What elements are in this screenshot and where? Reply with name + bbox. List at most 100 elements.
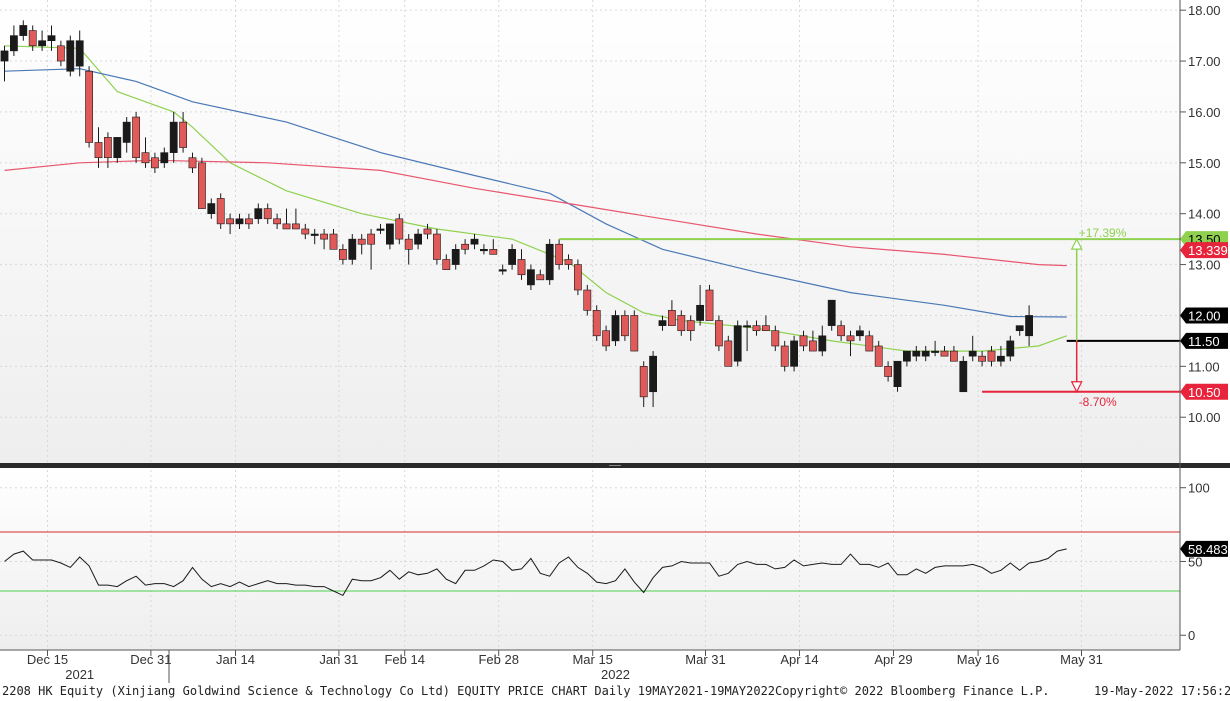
candle-body [987,350,996,362]
price-tick-label: 15.00 [1188,156,1221,171]
price-tick-label: 11.00 [1188,359,1220,374]
candle-body [874,345,883,367]
price-tick-label: 14.00 [1188,207,1221,222]
candle-body [385,223,394,245]
candle-body [555,243,563,265]
price-tag: 11.50 [1188,334,1220,349]
rsi-tag: 58.483 [1188,542,1228,557]
candle-body [291,223,300,230]
candle-body [245,218,253,225]
divider-grip-icon[interactable] [609,465,621,466]
rsi-tick-label: 100 [1188,481,1210,496]
candle-body [198,162,206,209]
candle-body [301,228,310,235]
candle-body [602,330,610,347]
candle-body [790,340,798,367]
candle-body [235,218,244,225]
x-tick-label: Dec 31 [130,652,171,667]
candle-body [75,40,84,67]
year-label: 2021 [65,667,94,682]
price-tag-bg [1180,383,1228,400]
candle-body [545,243,554,281]
candle-body [611,315,620,342]
candle-body [273,218,281,225]
candle-body [968,350,977,357]
candle-body [329,233,338,250]
axes: 10.00 11.00 12.00 13.00 14.00 15.00 16.00 17.00… [27,3,1221,683]
candle-body [865,335,874,352]
up-arrow-icon [1070,237,1083,250]
candle-body [207,203,216,214]
candle-body [959,360,968,393]
candle-body [639,366,648,398]
candle-body [263,208,272,220]
x-tick-label: Mar 31 [685,652,725,667]
candle-body [1025,315,1033,337]
grid-lines [0,0,1180,650]
candle-body [85,70,93,143]
candle-body [338,249,347,260]
candle-body [320,233,328,240]
candle-body [902,350,911,362]
candle-body [996,355,1005,362]
year-label: 2022 [601,667,630,682]
candle-body [884,366,892,377]
candle-body [827,299,836,326]
price-tag: 13.339 [1188,243,1228,258]
candle-body [536,274,545,281]
candle-body [414,233,422,245]
candle-body [677,315,686,332]
candle-body [442,259,451,270]
candle-body [404,238,413,250]
candle-body [357,238,366,245]
candle-body [714,320,723,347]
rsi-panel-bg [0,470,1180,650]
x-tick-label: Dec 15 [27,652,68,667]
price-levels[interactable]: +17.39% -8.70% [559,226,1180,409]
candle-body [620,315,629,337]
candle-body [705,289,714,321]
candle-body [1006,340,1015,357]
moving-average-line [4,68,1067,318]
x-tick-label: Apr 14 [780,652,818,667]
rsi-series [0,531,1180,597]
candle-body [912,350,921,357]
candle-body [0,50,9,62]
candle-body [348,238,357,260]
price-tag-bg [1180,307,1228,324]
candle-body [1015,325,1024,332]
candle-body [508,249,516,265]
candle-body [564,259,573,265]
candle-body [113,137,122,159]
candle-body [160,152,169,164]
candle-body [10,35,18,52]
price-tag-bg [1180,242,1228,259]
price-chart[interactable]: +17.39%-8.70% 10.0011.0012.0013.0014.001… [0,0,1230,683]
candle-body [573,264,582,291]
price-tick-label: 17.00 [1188,54,1221,69]
candle-body [592,310,601,337]
x-tick-label: Feb 28 [478,652,518,667]
candle-body [122,121,131,143]
candle-body [367,233,375,245]
candle-body [461,243,469,250]
price-tag-bg [1180,332,1228,349]
candle-body [479,249,488,252]
x-tick-label: Apr 29 [874,652,912,667]
candle-body [752,325,761,332]
rsi-tick-label: 0 [1188,628,1195,643]
candle-body [517,259,526,276]
price-tag: 12.00 [1188,308,1221,323]
candle-body [94,142,103,159]
candle-body [451,249,460,265]
timestamp: 19-May-2022 17:56:27 [1094,684,1230,698]
candle-body [498,269,507,272]
rsi-tick-label: 50 [1188,554,1202,569]
candle-body [66,40,75,72]
candles [0,20,1033,408]
price-panel-bg [0,0,1180,463]
price-tick-label: 10.00 [1188,410,1221,425]
candle-body [658,320,667,326]
candle-body [855,330,864,337]
